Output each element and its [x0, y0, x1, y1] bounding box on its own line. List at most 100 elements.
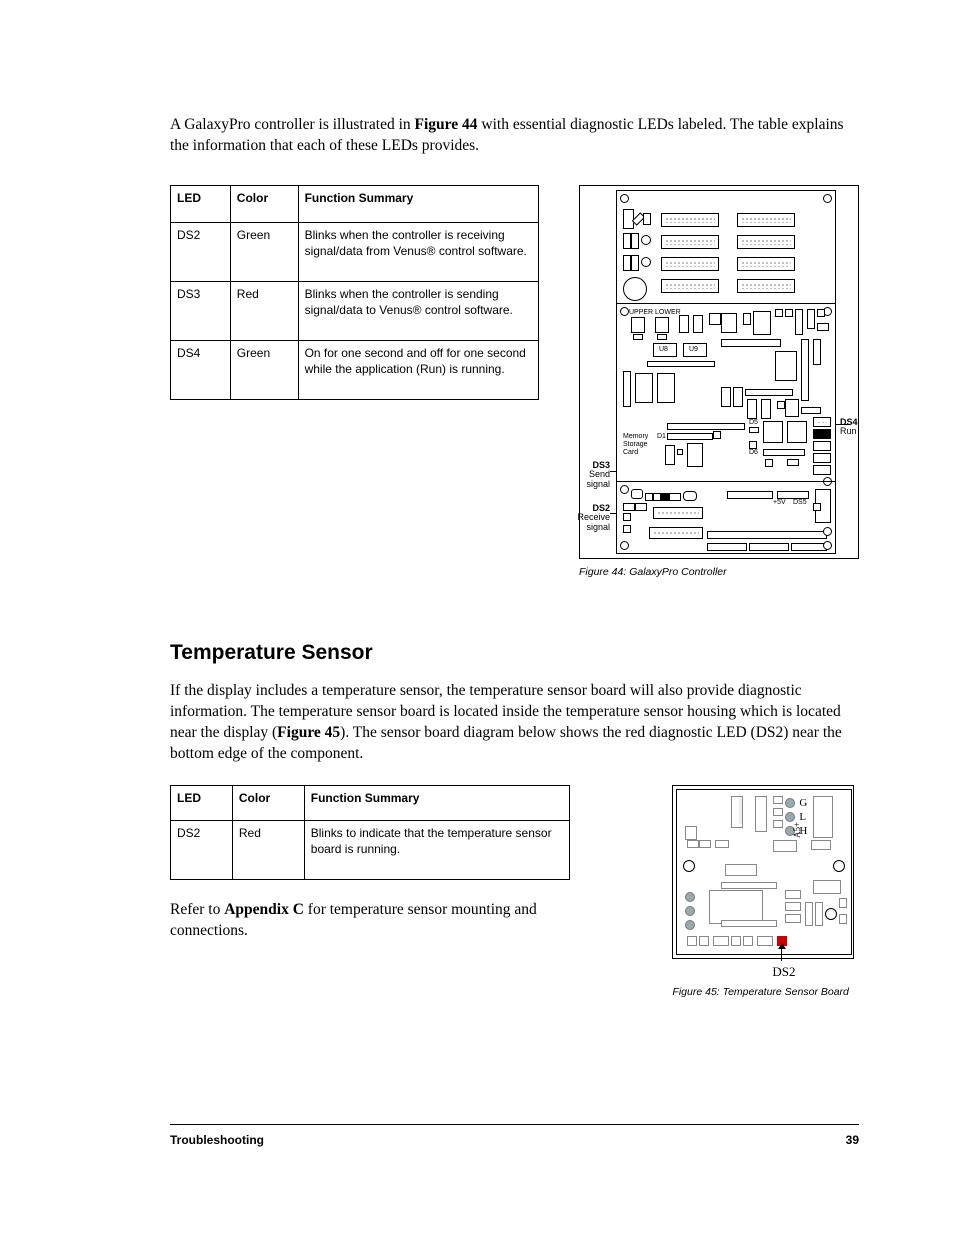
chip-icon: [669, 493, 681, 501]
led-icon: [685, 906, 695, 916]
figure-44-caption: Figure 44: GalaxyPro Controller: [579, 565, 859, 579]
chip-icon: [661, 213, 719, 227]
chip-icon: [737, 257, 795, 271]
text-d5: D5: [749, 419, 758, 426]
text-u8: U8: [659, 346, 668, 353]
chip-icon: [777, 491, 809, 499]
intro-paragraph: A GalaxyPro controller is illustrated in…: [170, 115, 859, 157]
chip-icon: [749, 427, 759, 433]
component-icon: [805, 902, 813, 926]
screw-icon: [620, 485, 629, 494]
chip-icon: [777, 401, 785, 409]
chip-icon: [743, 313, 751, 325]
component-icon: [731, 936, 741, 946]
chip-icon: [745, 389, 793, 396]
text-lower: LOWER: [655, 309, 681, 316]
cell-led: DS2: [171, 821, 233, 880]
chip-icon: [787, 421, 807, 443]
connector-icon: [643, 213, 651, 225]
th-led: LED: [171, 786, 233, 821]
chip-icon: [679, 315, 689, 333]
cell-color: Green: [230, 340, 298, 399]
chip-icon: [667, 433, 713, 440]
component-icon: [725, 864, 757, 876]
connector-icon: [623, 255, 631, 271]
chip-icon: [677, 449, 683, 455]
chip-icon: [795, 309, 803, 335]
component-icon: [687, 840, 699, 848]
th-function: Function Summary: [298, 185, 538, 222]
th-color: Color: [230, 185, 298, 222]
chip-icon: [623, 525, 631, 533]
component-icon: [815, 902, 823, 926]
section-heading-temperature: Temperature Sensor: [170, 639, 859, 667]
chip-icon: [707, 531, 827, 539]
table-header-row: LED Color Function Summary: [171, 185, 539, 222]
th-function: Function Summary: [304, 786, 569, 821]
ds2-led-icon: [623, 513, 631, 521]
component-icon: [699, 840, 711, 848]
hole-icon: [683, 860, 695, 872]
figure-45-caption: Figure 45: Temperature Sensor Board: [672, 985, 859, 999]
connector-icon: [641, 257, 651, 267]
hole-icon: [833, 860, 845, 872]
text-5v: +5V: [773, 499, 786, 506]
cell-func: Blinks to indicate that the temperature …: [304, 821, 569, 880]
chip-icon: [813, 453, 831, 463]
chip-icon: [661, 235, 719, 249]
chip-icon: [657, 373, 675, 403]
chip-icon: [733, 387, 743, 407]
connector-icon: [631, 255, 639, 271]
chip-icon: [635, 503, 647, 511]
chip-icon: [623, 503, 635, 511]
chip-icon: [653, 493, 661, 501]
chip-icon: [693, 315, 703, 333]
screw-icon: [823, 194, 832, 203]
chip-icon: [817, 323, 829, 331]
ds4-led-icon: [813, 429, 831, 439]
appendix-note: Refer to Appendix C for temperature sens…: [170, 900, 582, 942]
component-icon: [739, 798, 742, 824]
chip-icon: [801, 407, 821, 414]
cell-func: Blinks when the controller is sending si…: [298, 281, 538, 340]
chip-icon: [667, 423, 745, 430]
screw-icon: [620, 194, 629, 203]
chip-icon: [721, 387, 731, 407]
label-ds4: DS4 Run: [840, 418, 870, 437]
chip-icon: [653, 507, 703, 519]
led-icon: [785, 798, 795, 808]
chip-icon: [631, 317, 645, 333]
text-d1: D1: [657, 433, 666, 440]
component-icon: [721, 882, 777, 889]
footer-rule: [170, 1124, 859, 1125]
chip-icon: [633, 334, 643, 340]
cell-color: Green: [230, 222, 298, 281]
footer-page-number: 39: [846, 1132, 859, 1148]
chip-icon: [707, 543, 747, 551]
appendix-pre: Refer to: [170, 901, 224, 918]
component-icon: [721, 920, 777, 927]
component-icon: [813, 880, 841, 894]
text-storage: Storage: [623, 441, 648, 448]
text-card: Card: [623, 449, 638, 456]
ds2-sub2: signal: [586, 522, 610, 532]
chip-icon: [749, 543, 789, 551]
component-icon: [715, 840, 729, 848]
cell-led: DS4: [171, 340, 231, 399]
component-icon: [687, 936, 697, 946]
chip-icon: [765, 459, 773, 467]
appendix-ref: Appendix C: [224, 901, 304, 918]
cell-color: Red: [230, 281, 298, 340]
chip-icon: [775, 309, 783, 317]
cell-color: Red: [232, 821, 304, 880]
chip-icon: [749, 441, 757, 449]
chip-icon: [737, 279, 795, 293]
intro-pre: A GalaxyPro controller is illustrated in: [170, 116, 415, 133]
divider: [617, 303, 835, 304]
component-icon: [785, 914, 801, 923]
chip-icon: [721, 313, 737, 333]
chip-icon: [813, 417, 831, 427]
chip-icon: [657, 334, 667, 340]
chip-icon: [813, 465, 831, 475]
th-led: LED: [171, 185, 231, 222]
